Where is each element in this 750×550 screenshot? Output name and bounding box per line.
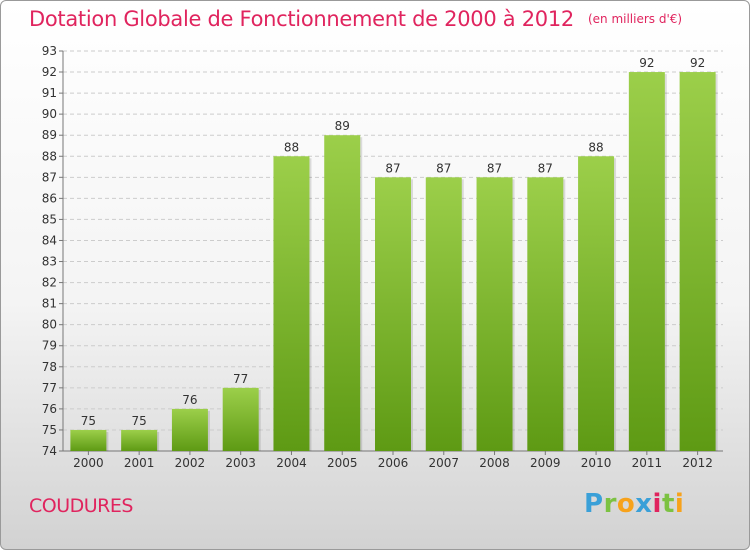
y-tick-label: 76 — [42, 402, 57, 416]
logo-letter: i — [652, 489, 662, 519]
y-tick-label: 81 — [42, 297, 57, 311]
value-label: 89 — [335, 119, 350, 133]
value-label: 88 — [588, 140, 603, 154]
x-tick-label: 2000 — [73, 456, 104, 470]
bar — [679, 72, 716, 451]
value-label: 77 — [233, 372, 248, 386]
value-label: 87 — [436, 161, 451, 175]
x-tick-label: 2008 — [479, 456, 510, 470]
x-tick-label: 2012 — [682, 456, 713, 470]
y-tick-label: 78 — [42, 360, 57, 374]
bar — [70, 429, 107, 451]
x-tick-label: 2003 — [225, 456, 256, 470]
y-tick-label: 79 — [42, 339, 57, 353]
value-label: 88 — [284, 140, 299, 154]
y-tick-label: 87 — [42, 170, 57, 184]
logo-letter: x — [635, 489, 653, 519]
bar — [476, 177, 513, 451]
bar — [222, 387, 259, 451]
chart-title-text: Dotation Globale de Fonctionnement de 20… — [29, 7, 574, 31]
y-tick-label: 89 — [42, 128, 57, 142]
value-label: 92 — [639, 56, 654, 70]
bar — [171, 408, 208, 451]
x-tick-label: 2011 — [632, 456, 663, 470]
value-labels: 75 75 76 77 88 89 87 87 87 87 88 92 92 — [81, 56, 706, 428]
bar — [578, 156, 615, 451]
y-tick-label: 92 — [42, 65, 57, 79]
y-tick-label: 93 — [42, 44, 57, 58]
x-tick-label: 2007 — [428, 456, 459, 470]
x-tick-label: 2002 — [175, 456, 206, 470]
value-label: 75 — [132, 414, 147, 428]
y-tick-label: 82 — [42, 276, 57, 290]
logo-letter: P — [584, 489, 604, 519]
unit-note: (en milliers d'€) — [587, 12, 683, 26]
x-tick-label: 2006 — [378, 456, 409, 470]
x-tick-label: 2004 — [276, 456, 307, 470]
y-tick-label: 77 — [42, 381, 57, 395]
logo-letter: i — [674, 489, 685, 519]
bar — [324, 135, 361, 452]
x-tick-label: 2005 — [327, 456, 358, 470]
logo-letter: o — [616, 489, 636, 519]
x-tick-label: 2001 — [124, 456, 155, 470]
y-tick-label: 80 — [42, 318, 57, 332]
value-label: 87 — [487, 161, 502, 175]
y-tick-label: 83 — [42, 255, 57, 269]
x-tick-labels: 2000 2001 2002 2003 2004 2005 2006 2007 2008 2009… — [73, 456, 713, 470]
y-tick-label: 74 — [42, 444, 57, 458]
bars — [70, 72, 718, 452]
x-tick-label: 2010 — [581, 456, 612, 470]
y-tick-label: 91 — [42, 86, 57, 100]
value-label: 75 — [81, 414, 96, 428]
y-tick-label: 85 — [42, 212, 57, 226]
bar — [121, 429, 158, 451]
y-tick-label: 75 — [42, 423, 57, 437]
bar — [628, 72, 665, 451]
value-label: 87 — [538, 161, 553, 175]
y-tick-label: 90 — [42, 107, 57, 121]
y-tick-label: 88 — [42, 149, 57, 163]
proxiti-logo[interactable]: Proxiti — [584, 489, 684, 519]
bar — [425, 177, 462, 451]
value-label: 92 — [690, 56, 705, 70]
y-tick-label: 84 — [42, 233, 57, 247]
commune-name: COUDURES — [29, 495, 133, 517]
bar — [375, 177, 411, 451]
bar — [273, 156, 310, 451]
logo-letter: t — [661, 489, 675, 519]
logo-letter: r — [603, 489, 617, 519]
chart-title: Dotation Globale de Fonctionnement de 20… — [29, 7, 682, 31]
y-tick-labels: 74 75 76 77 78 79 80 81 82 83 84 85 86 87 88 89 90 91 92 93 — [42, 44, 57, 458]
x-tick-label: 2009 — [530, 456, 561, 470]
value-label: 87 — [385, 161, 400, 175]
bar — [527, 177, 564, 451]
y-tick-label: 86 — [42, 191, 57, 205]
value-label: 76 — [182, 393, 197, 407]
